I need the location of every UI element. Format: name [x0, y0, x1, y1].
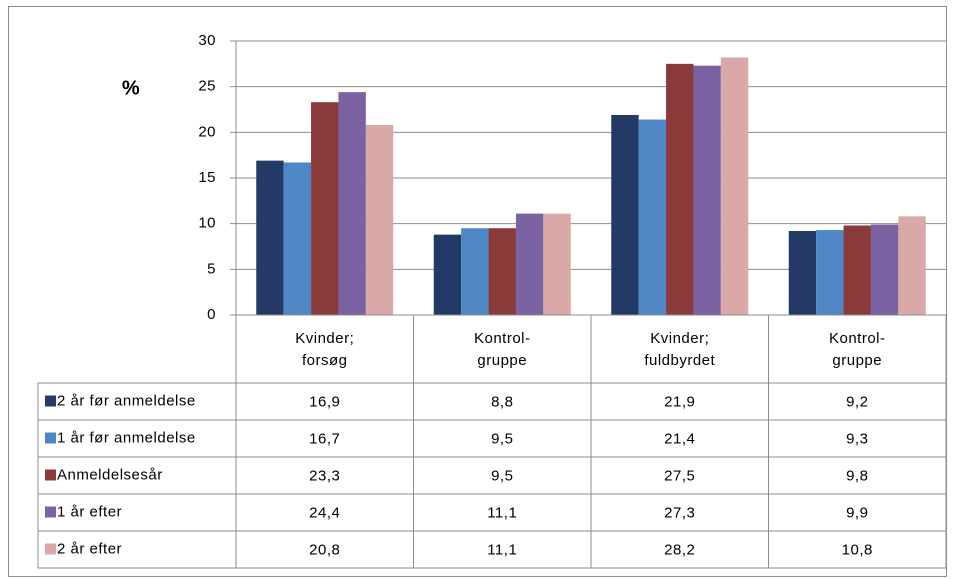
x-tick-label: Kvinder; — [650, 330, 709, 347]
table-value: 27,5 — [664, 467, 695, 484]
legend-label: 2 år før anmeldelse — [57, 392, 196, 409]
legend-label: 1 år efter — [57, 503, 122, 520]
bar — [338, 92, 366, 315]
table-value: 16,9 — [309, 393, 340, 410]
x-tick-label: Kontrol- — [474, 330, 531, 347]
legend-key — [45, 543, 56, 555]
table-value: 9,5 — [491, 430, 513, 447]
x-tick-label: forsøg — [302, 352, 348, 369]
x-tick-label: gruppe — [832, 352, 882, 369]
y-tick-label: 10 — [198, 215, 216, 232]
bar — [898, 216, 926, 315]
bar — [666, 63, 694, 316]
bar — [543, 213, 571, 315]
legend-label: 1 år før anmeldelse — [57, 429, 196, 446]
table-value: 9,8 — [846, 467, 868, 484]
x-tick-label: fuldbyrdet — [644, 352, 715, 369]
bar — [488, 228, 516, 315]
bar — [720, 57, 749, 315]
bar — [693, 65, 721, 315]
table-value: 9,3 — [846, 430, 868, 447]
table-value: 11,1 — [487, 541, 517, 558]
bar — [365, 125, 394, 315]
legend-key — [45, 395, 56, 407]
y-tick-label: 0 — [207, 306, 216, 323]
table-value: 27,3 — [664, 504, 695, 521]
table-value: 20,8 — [309, 541, 340, 558]
table-value: 11,1 — [487, 504, 517, 521]
table-value: 10,8 — [842, 541, 873, 558]
bar — [461, 228, 489, 315]
table-value: 21,9 — [664, 393, 695, 410]
y-tick-label: 30 — [198, 32, 216, 49]
bar — [638, 119, 667, 316]
bar — [283, 162, 312, 315]
y-tick-label: 25 — [198, 78, 216, 95]
y-axis-label: % — [122, 77, 140, 99]
legend-label: Anmeldelsesår — [57, 466, 163, 483]
legend-key — [45, 506, 56, 518]
bar — [611, 114, 639, 315]
y-tick-label: 5 — [207, 260, 216, 277]
x-tick-label: gruppe — [477, 352, 527, 369]
bar — [256, 160, 284, 315]
legend-label: 2 år efter — [57, 540, 122, 557]
bar — [433, 234, 462, 315]
legend-key — [45, 432, 56, 444]
y-tick-label: 20 — [198, 123, 216, 140]
bar — [788, 230, 817, 315]
y-tick-label: 15 — [198, 169, 216, 186]
legend-key — [45, 469, 56, 481]
bar — [515, 213, 544, 315]
table-value: 8,8 — [491, 393, 513, 410]
table-value: 9,9 — [846, 504, 868, 521]
x-tick-label: Kontrol- — [829, 330, 886, 347]
table-value: 24,4 — [309, 504, 340, 521]
table-value: 9,2 — [846, 393, 868, 410]
x-tick-label: Kvinder; — [295, 330, 354, 347]
table-value: 16,7 — [309, 430, 340, 447]
bar — [843, 225, 871, 315]
bar — [311, 102, 339, 316]
bar — [870, 224, 899, 315]
table-value: 23,3 — [309, 467, 340, 484]
table-value: 9,5 — [491, 467, 513, 484]
bar — [816, 230, 844, 315]
table-value: 28,2 — [664, 541, 695, 558]
table-value: 21,4 — [664, 430, 695, 447]
